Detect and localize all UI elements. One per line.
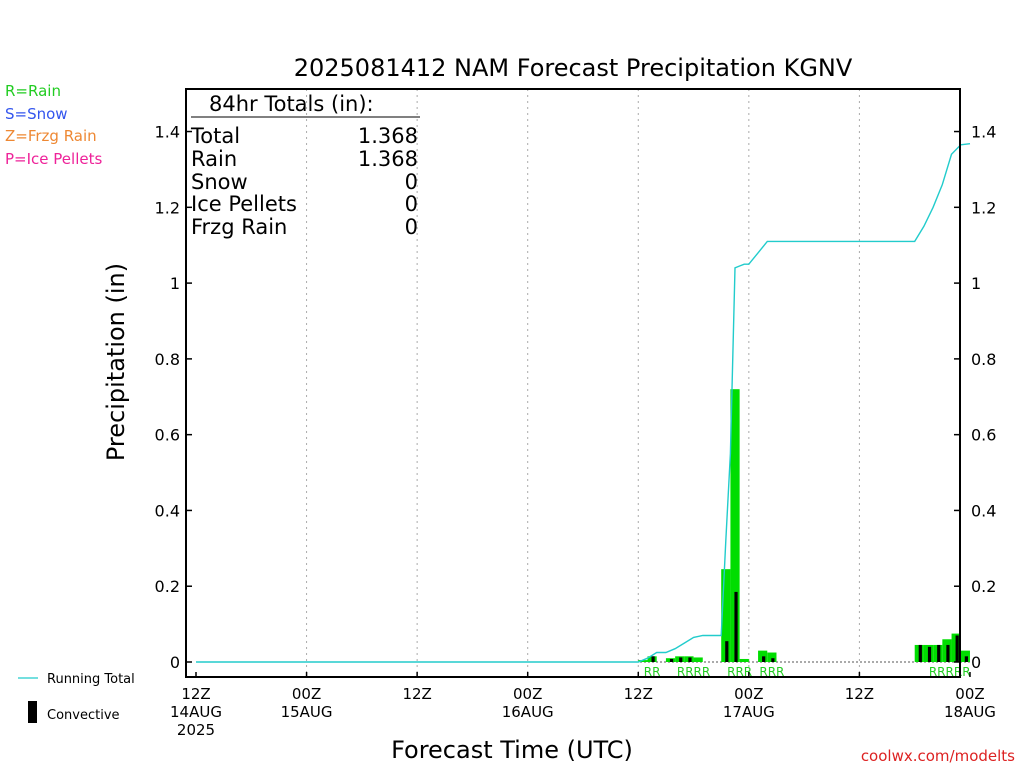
chart-title: 2025081412 NAM Forecast Precipitation KG… bbox=[294, 54, 853, 82]
convective-bar-7 bbox=[771, 658, 775, 662]
convective-bar-3 bbox=[688, 657, 692, 662]
ptype-label-1: RRRR bbox=[677, 665, 710, 679]
rain-bar-0 bbox=[638, 660, 648, 662]
running-total-line-group bbox=[196, 143, 971, 663]
x-tick-label-1-2: 15AUG bbox=[281, 703, 333, 721]
x-tick-label-3-2: 16AUG bbox=[502, 703, 554, 721]
rain-bar-6 bbox=[721, 569, 731, 662]
convective-bar-8 bbox=[918, 644, 922, 662]
rain-bar-10 bbox=[767, 652, 777, 662]
convective-bar-6 bbox=[762, 656, 766, 662]
totals-value-ice-pellets: 0 bbox=[405, 192, 418, 216]
convective-bar-11 bbox=[946, 644, 950, 662]
x-tick-label-6-1: 12Z bbox=[845, 685, 874, 703]
y-tick-label-left-0: 0 bbox=[170, 653, 180, 672]
totals-heading: 84hr Totals (in): bbox=[209, 92, 374, 116]
y-tick-label-right-1: 0.2 bbox=[971, 577, 996, 596]
x-tick-label-5-1: 00Z bbox=[734, 685, 763, 703]
y-tick-label-left-2: 0.4 bbox=[155, 501, 180, 520]
x-tick-label-4-1: 12Z bbox=[624, 685, 653, 703]
x-tick-label-5-2: 17AUG bbox=[723, 703, 775, 721]
totals-label-snow: Snow bbox=[191, 170, 248, 194]
site-credit: coolwx.com/modelts bbox=[861, 747, 1015, 765]
y-tick-label-right-0: 0 bbox=[971, 653, 981, 672]
totals-label-rain: Rain bbox=[191, 147, 237, 171]
rain-bar-5 bbox=[693, 657, 703, 662]
x-tick-label-7-2: 18AUG bbox=[944, 703, 996, 721]
y-tick-label-left-3: 0.6 bbox=[155, 426, 180, 445]
convective-bar-1 bbox=[669, 658, 674, 662]
totals-value-rain: 1.368 bbox=[358, 147, 418, 171]
ptype-legend-frzg-rain: Z=Frzg Rain bbox=[5, 127, 97, 145]
convective-bar-12 bbox=[955, 635, 959, 662]
running-total-line bbox=[196, 143, 971, 663]
convective-legend-swatch bbox=[28, 701, 37, 723]
plot-frame bbox=[185, 88, 961, 678]
totals-label-total: Total bbox=[190, 124, 240, 148]
y-tick-label-right-5: 1 bbox=[971, 274, 981, 293]
convective-legend-label: Convective bbox=[47, 708, 120, 723]
y-tick-label-left-6: 1.2 bbox=[155, 198, 180, 217]
convective-bar-2 bbox=[679, 657, 683, 662]
x-tick-label-2-1: 12Z bbox=[402, 685, 431, 703]
y-axis-label: Precipitation (in) bbox=[102, 263, 130, 461]
y-tick-label-right-2: 0.4 bbox=[971, 501, 996, 520]
y-tick-label-left-1: 0.2 bbox=[155, 577, 180, 596]
ptype-label-0: RR bbox=[644, 665, 661, 679]
totals-value-snow: 0 bbox=[405, 170, 418, 194]
convective-bar-0 bbox=[651, 656, 655, 662]
convective-bar-13 bbox=[964, 656, 968, 662]
y-tick-label-left-4: 0.8 bbox=[155, 350, 180, 369]
y-tick-label-right-4: 0.8 bbox=[971, 350, 996, 369]
running-total-legend-label: Running Total bbox=[47, 672, 135, 687]
totals-label-ice-pellets: Ice Pellets bbox=[191, 192, 297, 216]
x-axis-label: Forecast Time (UTC) bbox=[391, 736, 633, 764]
convective-bar-5 bbox=[734, 591, 738, 662]
x-tick-label-0-3: 2025 bbox=[177, 721, 215, 739]
totals-value-total: 1.368 bbox=[358, 124, 418, 148]
y-tick-label-right-6: 1.2 bbox=[971, 198, 996, 217]
ptype-legend-snow: S=Snow bbox=[5, 105, 68, 123]
totals-box: 84hr Totals (in): Total 1.368 Rain 1.368… bbox=[190, 92, 420, 239]
bars bbox=[638, 389, 970, 662]
x-tick-label-0-2: 14AUG bbox=[170, 703, 222, 721]
totals-value-frzg-rain: 0 bbox=[405, 215, 418, 239]
ptype-legend-rain: R=Rain bbox=[5, 82, 61, 100]
convective-bar-10 bbox=[937, 644, 941, 662]
ptype-label-2: RRR bbox=[727, 665, 752, 679]
ptype-label-3: RRR bbox=[759, 665, 784, 679]
totals-label-frzg-rain: Frzg Rain bbox=[191, 215, 287, 239]
y-tick-label-left-5: 1 bbox=[170, 274, 180, 293]
x-tick-label-1-1: 00Z bbox=[292, 685, 321, 703]
rain-bar-7 bbox=[730, 389, 740, 662]
y-axis-ticks: 0 00.2 0.20.4 0.40.6 0.60.8 0.81 11.2 1.21.4 1.4 bbox=[155, 123, 997, 672]
rain-bar-8 bbox=[739, 658, 749, 662]
y-tick-label-right-3: 0.6 bbox=[971, 426, 996, 445]
ptype-legend-ice-pellets: P=Ice Pellets bbox=[5, 150, 102, 168]
convective-bar-4 bbox=[725, 641, 729, 662]
y-tick-label-right-7: 1.4 bbox=[971, 123, 996, 142]
x-tick-label-3-1: 00Z bbox=[513, 685, 542, 703]
x-tick-label-7-1: 00Z bbox=[955, 685, 984, 703]
x-tick-label-0-1: 12Z bbox=[181, 685, 210, 703]
convective-bar-9 bbox=[927, 646, 932, 662]
y-tick-label-left-7: 1.4 bbox=[155, 123, 180, 142]
